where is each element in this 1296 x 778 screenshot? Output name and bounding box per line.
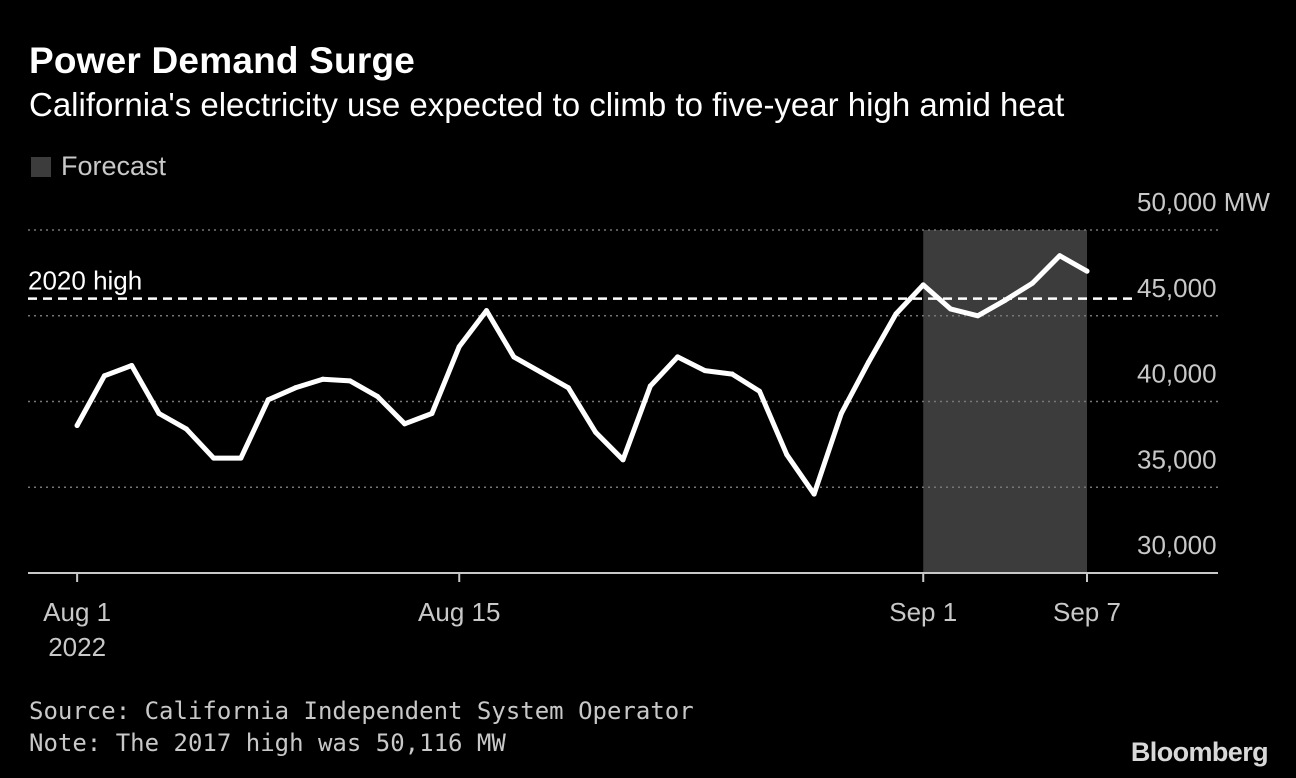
data-point: [1029, 280, 1035, 286]
x-axis-ticks: Aug 1 2022 Aug 15 Sep 1 Sep 7: [43, 573, 1121, 662]
data-point: [292, 385, 298, 391]
footnote: Note: The 2017 high was 50,116 MW: [29, 729, 506, 757]
data-point: [811, 491, 817, 497]
y-axis-ticks: 50,000 MW 45,000 40,000 35,000 30,000: [1137, 187, 1270, 560]
data-point: [74, 423, 80, 429]
x-tick-sublabel: 2022: [48, 632, 106, 662]
bloomberg-logo: Bloomberg: [1130, 737, 1269, 767]
data-point: [101, 373, 107, 379]
y-tick-label: 40,000: [1137, 359, 1217, 389]
y-tick-label: 30,000: [1137, 530, 1217, 560]
data-point: [866, 359, 872, 365]
x-tick-label: Sep 1: [889, 597, 957, 627]
x-tick-label: Aug 1: [43, 597, 111, 627]
data-point: [975, 313, 981, 319]
forecast-legend-swatch: [31, 156, 51, 177]
data-point: [320, 376, 326, 382]
x-tick-label: Sep 7: [1053, 597, 1121, 627]
data-point: [265, 397, 271, 403]
data-point: [729, 371, 735, 377]
data-point: [838, 411, 844, 417]
data-point: [1002, 297, 1008, 303]
y-tick-label: 50,000 MW: [1137, 187, 1270, 217]
data-point: [702, 368, 708, 374]
data-point: [647, 383, 653, 389]
data-point: [511, 354, 517, 360]
data-point: [347, 378, 353, 384]
data-point: [129, 362, 135, 368]
x-tick-label: Aug 15: [418, 597, 500, 627]
demand-series-line: [74, 253, 1090, 497]
data-point: [456, 344, 462, 350]
data-point: [183, 426, 189, 432]
data-point: [920, 282, 926, 288]
data-point: [948, 306, 954, 312]
chart-subtitle: California's electricity use expected to…: [29, 86, 1065, 123]
data-point: [784, 452, 790, 458]
forecast-band: [923, 230, 1087, 573]
data-point: [593, 429, 599, 435]
reference-line-label: 2020 high: [28, 266, 142, 296]
data-point: [211, 455, 217, 461]
data-point: [429, 411, 435, 417]
data-point: [893, 311, 899, 317]
data-point: [484, 308, 490, 314]
y-tick-label: 45,000: [1137, 273, 1217, 303]
data-point: [565, 385, 571, 391]
data-point: [756, 388, 762, 394]
gridlines: [28, 229, 1218, 488]
data-point: [402, 421, 408, 427]
data-point: [238, 455, 244, 461]
data-point: [156, 411, 162, 417]
legend: Forecast: [31, 151, 166, 182]
data-point: [620, 457, 626, 463]
data-point: [374, 393, 380, 399]
y-tick-label: 35,000: [1137, 444, 1217, 474]
data-point: [538, 369, 544, 375]
source-note: Source: California Independent System Op…: [29, 697, 694, 725]
data-points: [74, 253, 1090, 497]
data-point: [675, 354, 681, 360]
forecast-legend-label: Forecast: [61, 151, 167, 181]
chart-title: Power Demand Surge: [29, 40, 416, 81]
data-point: [1084, 268, 1090, 274]
data-point: [1057, 253, 1063, 259]
